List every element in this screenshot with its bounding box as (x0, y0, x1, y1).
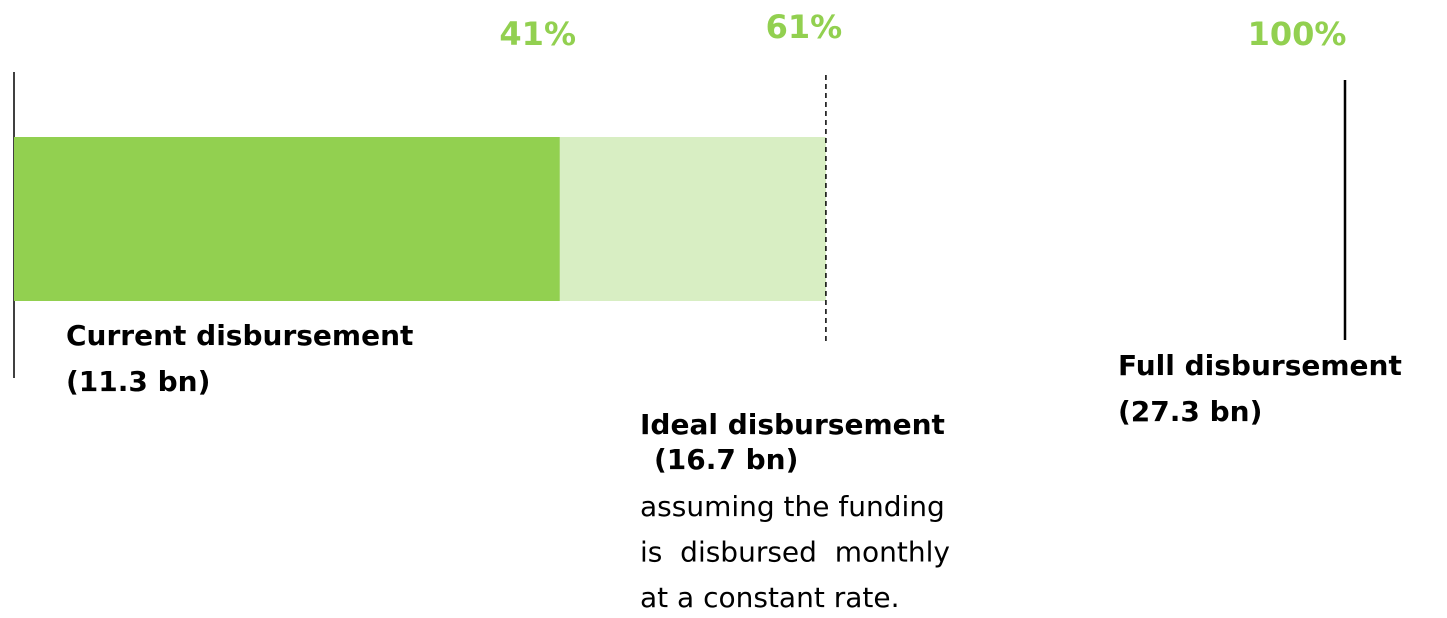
amount-label: (11.3 bn) (66, 365, 210, 398)
target-amount: (27.3 bn) (1118, 395, 1262, 428)
amount-label: (16.7 bn) (654, 443, 798, 476)
target-label: 100% (1248, 15, 1347, 53)
note-line: is disbursed monthly (640, 536, 950, 569)
value-label: 61% (766, 8, 843, 46)
value-label: 41% (499, 15, 576, 53)
category-label: Ideal disbursement (640, 408, 945, 441)
target-name: Full disbursement (1118, 349, 1402, 382)
note-line: at a constant rate. (640, 581, 900, 614)
note-line: assuming the funding (640, 490, 945, 523)
bar (14, 137, 560, 301)
category-label: Current disbursement (66, 319, 413, 352)
